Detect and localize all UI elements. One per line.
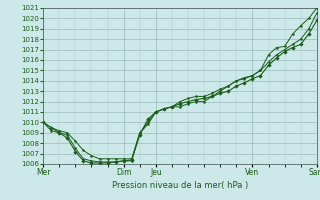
X-axis label: Pression niveau de la mer( hPa ): Pression niveau de la mer( hPa ) xyxy=(112,181,248,190)
